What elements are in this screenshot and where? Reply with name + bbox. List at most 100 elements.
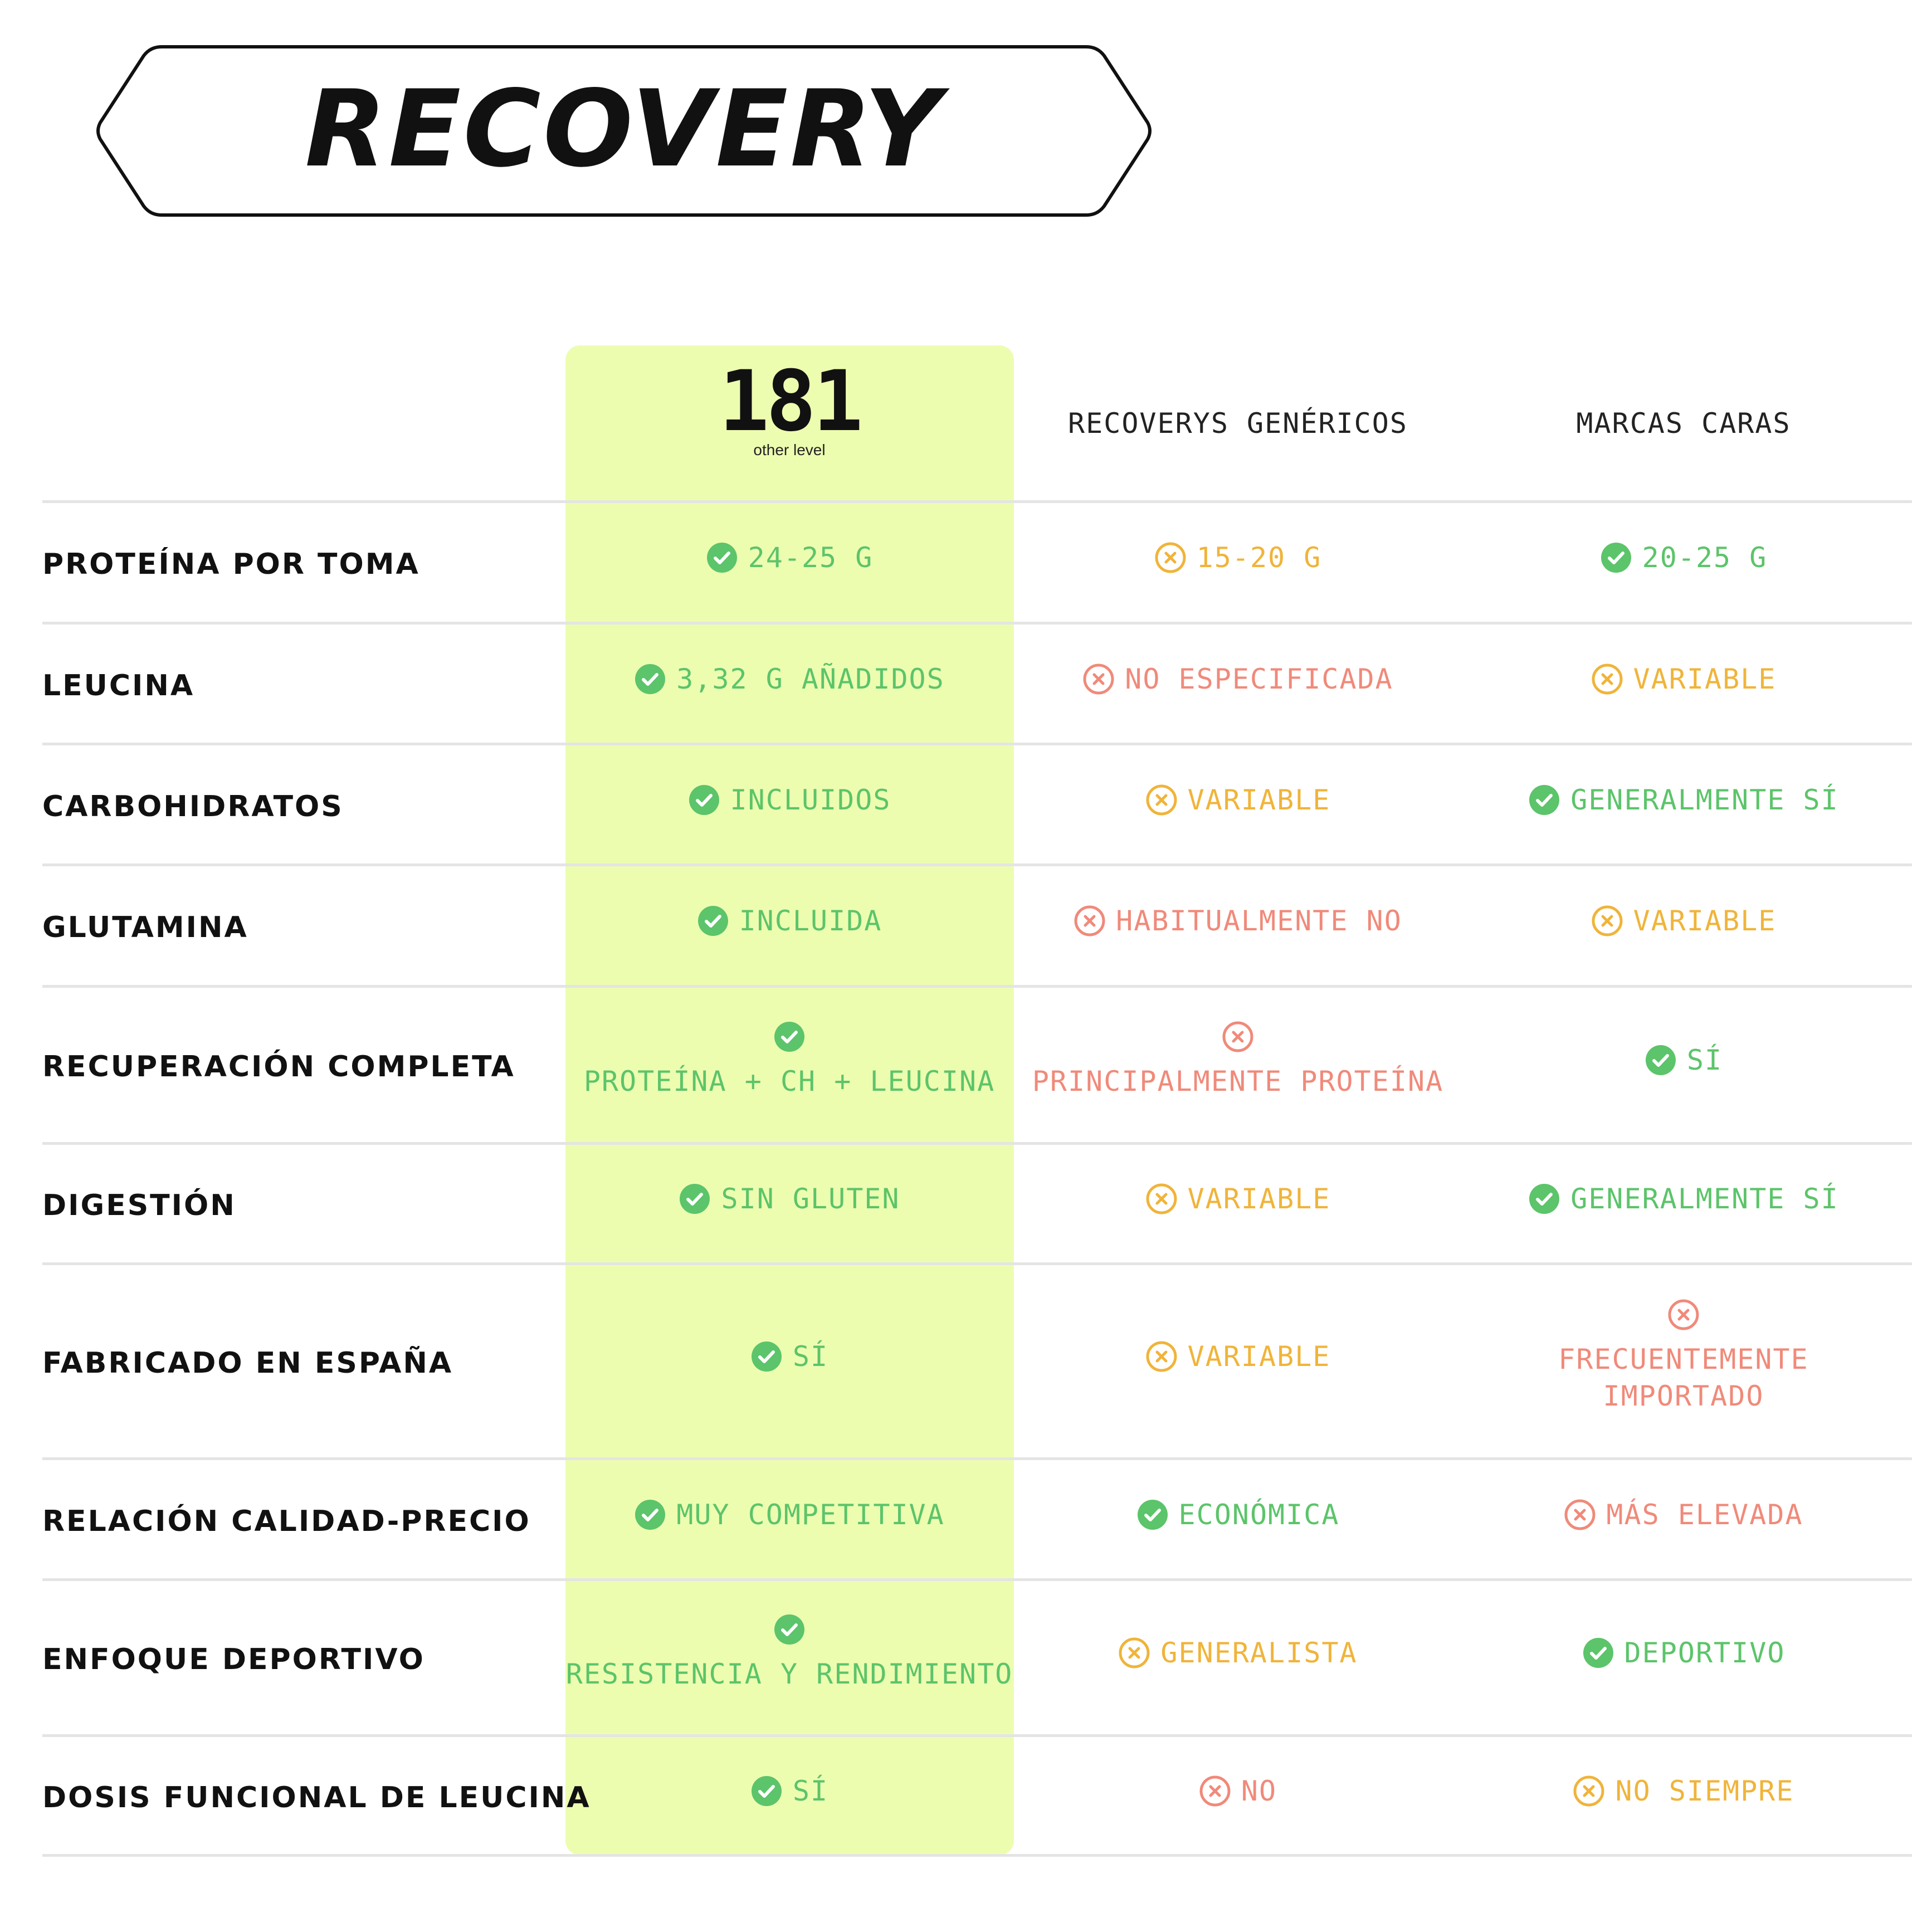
cell-content: SÍ: [750, 1338, 828, 1375]
table-cell: NO: [1015, 1773, 1461, 1809]
cell-text: GENERALMENTE SÍ: [1570, 783, 1839, 816]
row-divider: [42, 622, 1912, 625]
table-cell: SÍ: [1461, 1042, 1906, 1079]
row-label: DIGESTIÓN: [42, 1189, 236, 1222]
check-icon: [635, 1499, 666, 1530]
row-label: RELACIÓN CALIDAD-PRECIO: [42, 1504, 531, 1538]
cell-text: GENERALISTA: [1160, 1637, 1358, 1669]
row-divider: [42, 1262, 1912, 1265]
column-header-premium: MARCAS CARAS: [1576, 407, 1791, 440]
title-banner: RECOVERY: [95, 45, 1153, 217]
cell-content: VARIABLE: [1591, 902, 1777, 939]
cell-content: GENERALMENTE SÍ: [1528, 1180, 1839, 1217]
table-cell: MUY COMPETITIVA: [567, 1496, 1012, 1533]
cell-text: INCLUIDOS: [730, 783, 891, 816]
table-cell: HABITUALMENTE NO: [1015, 902, 1461, 939]
table-cell: 24-25 G: [567, 539, 1012, 576]
cell-text: 24-25 G: [748, 541, 874, 574]
x-circle-icon: [1146, 784, 1177, 815]
table-cell: GENERALISTA: [1015, 1635, 1461, 1671]
cell-content: MÁS ELEVADA: [1564, 1496, 1803, 1533]
table-cell: INCLUIDA: [567, 902, 1012, 939]
cell-content: SÍ: [750, 1773, 828, 1809]
cell-text: NO SIEMPRE: [1615, 1774, 1794, 1807]
row-label: GLUTAMINA: [42, 911, 248, 944]
table-cell: 3,32 G AÑADIDOS: [567, 661, 1012, 697]
x-circle-icon: [1573, 1775, 1604, 1806]
cell-text: FRECUENTEMENTE: [1558, 1343, 1809, 1375]
row-label: DOSIS FUNCIONAL DE LEUCINA: [42, 1780, 591, 1814]
check-icon: [689, 784, 719, 815]
cell-content: VARIABLE: [1145, 782, 1331, 818]
check-icon: [1529, 784, 1560, 815]
table-cell: NO ESPECIFICADA: [1015, 661, 1461, 697]
cell-text: 20-25 G: [1642, 541, 1768, 574]
cell-content: GENERALMENTE SÍ: [1528, 782, 1839, 818]
brand-column-highlight: [565, 345, 1014, 1855]
check-icon: [751, 1775, 782, 1806]
check-icon: [774, 1022, 804, 1052]
check-icon: [751, 1341, 782, 1372]
logo-tagline: other level: [753, 441, 826, 458]
cell-content: 3,32 G AÑADIDOS: [634, 661, 945, 697]
row-divider: [42, 500, 1912, 503]
page-title: RECOVERY: [305, 67, 943, 191]
row-divider: [42, 863, 1912, 866]
x-circle-icon: [1592, 663, 1623, 694]
cell-content: VARIABLE: [1591, 661, 1777, 697]
cell-content: INCLUIDA: [697, 902, 882, 939]
check-icon: [680, 1184, 710, 1214]
cell-content: SIN GLUTEN: [679, 1180, 900, 1217]
cell-content: HABITUALMENTE NO: [1074, 902, 1402, 939]
row-divider: [42, 1854, 1912, 1857]
cell-content: VARIABLE: [1145, 1338, 1331, 1375]
cell-text: VARIABLE: [1633, 905, 1777, 937]
x-circle-icon: [1668, 1299, 1699, 1330]
cell-content: GENERALISTA: [1118, 1635, 1357, 1671]
table-cell: DEPORTIVO: [1461, 1635, 1906, 1671]
cell-text: SÍ: [1686, 1044, 1723, 1076]
banner-frame: [96, 45, 1152, 217]
row-divider: [42, 1457, 1912, 1460]
table-cell: VARIABLE: [1015, 1338, 1461, 1375]
cell-text: NO ESPECIFICADA: [1125, 662, 1393, 695]
table-cell: MÁS ELEVADA: [1461, 1496, 1906, 1533]
cell-content: INCLUIDOS: [688, 782, 891, 818]
cell-text: PRINCIPALMENTE PROTEÍNA: [1032, 1065, 1444, 1097]
cell-content: 24-25 G: [706, 539, 874, 576]
table-cell: 15-20 G: [1015, 539, 1461, 576]
x-circle-icon: [1119, 1637, 1150, 1668]
x-circle-icon: [1146, 1183, 1177, 1214]
cell-text: VARIABLE: [1187, 783, 1331, 816]
cell-text: VARIABLE: [1187, 1340, 1331, 1373]
cell-content: NO SIEMPRE: [1573, 1773, 1794, 1809]
check-icon: [706, 543, 737, 573]
cell-text: DEPORTIVO: [1624, 1637, 1785, 1669]
table-cell: GENERALMENTE SÍ: [1461, 782, 1906, 818]
row-label: ENFOQUE DEPORTIVO: [42, 1643, 425, 1676]
table-cell: VARIABLE: [1015, 1180, 1461, 1217]
cell-content: 15-20 G: [1154, 539, 1322, 576]
cell-text: GENERALMENTE SÍ: [1570, 1183, 1839, 1215]
cell-text: VARIABLE: [1187, 1183, 1331, 1215]
table-cell: VARIABLE: [1015, 782, 1461, 818]
cell-text: INCLUIDA: [739, 905, 882, 937]
cell-content: 20-25 G: [1600, 539, 1768, 576]
cell-text: PROTEÍNA + CH + LEUCINA: [583, 1065, 996, 1097]
x-circle-icon: [1083, 663, 1114, 694]
brand-logo: 181 other level: [719, 360, 863, 459]
cell-content: NO ESPECIFICADA: [1082, 661, 1393, 697]
row-divider: [42, 1734, 1912, 1737]
cell-content: NO: [1199, 1773, 1277, 1809]
x-circle-icon: [1592, 905, 1623, 936]
cell-content: VARIABLE: [1145, 1180, 1331, 1217]
check-icon: [1583, 1638, 1613, 1668]
cell-text: SÍ: [792, 1774, 829, 1807]
x-circle-icon: [1199, 1775, 1231, 1806]
x-circle-icon: [1222, 1021, 1253, 1052]
cell-text: 3,32 G AÑADIDOS: [676, 662, 945, 695]
check-icon: [774, 1614, 804, 1645]
table-cell: ECONÓMICA: [1015, 1496, 1461, 1533]
check-icon: [1137, 1499, 1168, 1530]
cell-content: SÍ: [1645, 1042, 1723, 1079]
